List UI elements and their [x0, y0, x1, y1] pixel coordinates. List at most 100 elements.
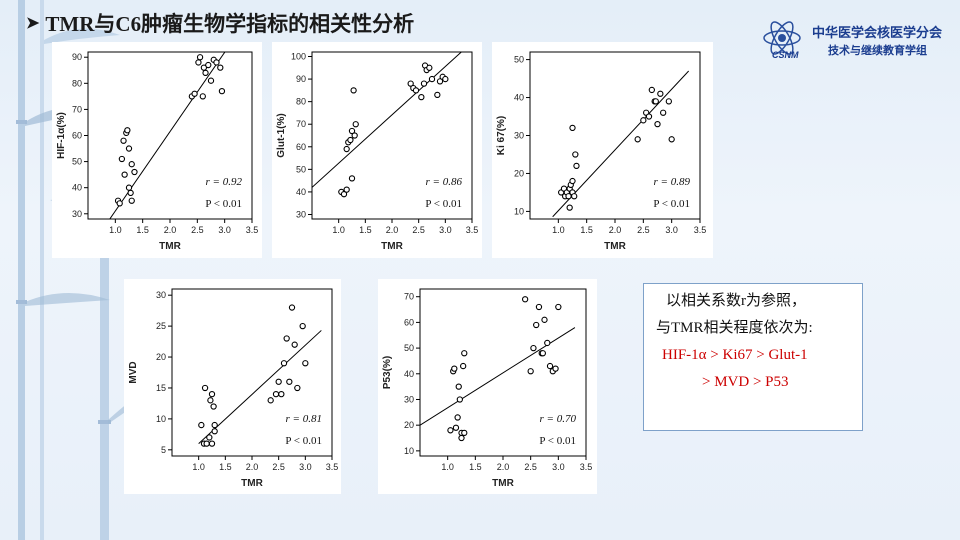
data-point: [426, 64, 433, 71]
p-value-label: P < 0.01: [205, 198, 242, 210]
data-point: [447, 427, 454, 434]
x-tick-label: 3.5: [580, 462, 593, 472]
x-tick-label: 3.5: [694, 225, 707, 235]
y-tick-label: 40: [72, 183, 82, 193]
y-tick-label: 70: [296, 119, 306, 129]
note-line-2: 与TMR相关程度依次为:: [656, 320, 813, 336]
data-point: [521, 296, 529, 303]
data-point: [291, 341, 298, 348]
data-point: [121, 171, 128, 178]
slide-title: ➤ TMR与C6肿瘤生物学指标的相关性分析: [26, 8, 414, 38]
data-point: [460, 362, 467, 370]
data-point: [544, 339, 551, 347]
data-point: [420, 80, 428, 87]
data-point: [348, 127, 356, 135]
x-tick-label: 3.5: [246, 225, 259, 235]
x-tick-label: 2.5: [191, 225, 204, 235]
data-point: [571, 193, 578, 200]
regression-line: [312, 52, 462, 188]
data-point: [218, 87, 226, 95]
data-point: [668, 136, 675, 143]
y-axis-label: Ki 67(%): [496, 116, 507, 155]
data-point: [124, 127, 131, 134]
y-tick-label: 90: [72, 52, 82, 62]
p-value-label: P < 0.01: [539, 435, 576, 447]
chart-mvd-svg: 1.0 1.5 2.0 2.5 3.0 3.5 5 10 15 20 25 30 TMR MVD r = 0…: [128, 288, 339, 489]
x-tick-label: 2.0: [386, 225, 399, 235]
data-point: [125, 184, 133, 191]
data-point: [198, 421, 205, 429]
data-point: [654, 120, 661, 128]
y-tick-label: 60: [72, 131, 82, 141]
chart-p53: 1.0 1.5 2.0 2.5 3.0 3.5 10 20 30 40 50 60 70 TMR P53(%…: [378, 279, 597, 494]
x-axis-label: TMR: [159, 241, 181, 252]
data-point: [657, 90, 664, 97]
data-point: [196, 54, 204, 61]
y-tick-label: 30: [296, 209, 306, 219]
x-tick-label: 1.0: [192, 462, 205, 472]
data-point: [131, 168, 138, 176]
plot-frame: [311, 51, 473, 220]
data-point: [302, 360, 309, 367]
data-point: [272, 390, 280, 398]
data-point: [573, 162, 580, 170]
chart-hif-svg: 1.0 1.5 2.0 2.5 3.0 3.5 30 40 50 60 70 80 90 TMR HIF-1…: [56, 51, 259, 252]
data-point: [569, 177, 576, 185]
data-point: [267, 397, 274, 404]
x-tick-label: 2.0: [609, 225, 622, 235]
plot-frame: [529, 51, 701, 220]
plot-frame: [171, 288, 333, 457]
data-point: [418, 93, 425, 101]
y-tick-label: 70: [404, 292, 414, 302]
x-tick-label: 3.5: [326, 462, 339, 472]
x-tick-label: 1.0: [552, 225, 565, 235]
data-point: [535, 303, 543, 311]
y-tick-label: 90: [296, 74, 306, 84]
data-point: [343, 186, 350, 193]
x-tick-label: 1.5: [359, 225, 372, 235]
data-point: [461, 429, 468, 437]
p-value-label: P < 0.01: [285, 435, 322, 447]
p-value-label: P < 0.01: [653, 198, 690, 210]
data-point: [211, 428, 218, 435]
data-point: [118, 155, 126, 163]
atom-icon: [763, 21, 801, 55]
x-tick-label: 1.0: [441, 462, 454, 472]
x-tick-label: 1.5: [469, 462, 482, 472]
data-point: [120, 137, 127, 144]
data-point: [352, 121, 359, 128]
logo-dept-name: 技术与继续教育学组: [828, 45, 927, 57]
data-point: [288, 304, 296, 311]
x-tick-label: 2.0: [164, 225, 177, 235]
note-line-1: 以相关系数r为参照，: [666, 293, 806, 309]
data-point: [428, 75, 436, 83]
data-point: [539, 350, 546, 357]
data-point: [541, 316, 548, 323]
data-point: [199, 93, 206, 100]
y-tick-label: 60: [404, 317, 414, 327]
data-point: [348, 175, 356, 182]
data-point: [347, 136, 354, 144]
slide-title-text: TMR与C6肿瘤生物学指标的相关性分析: [45, 12, 415, 36]
y-axis-label: Glut-1(%): [276, 113, 287, 157]
data-point: [351, 132, 358, 139]
data-point: [569, 124, 576, 132]
y-tick-label: 20: [156, 352, 166, 362]
y-tick-label: 60: [296, 142, 306, 152]
x-tick-label: 3.0: [439, 225, 452, 235]
y-tick-label: 40: [514, 93, 524, 103]
data-point: [552, 365, 559, 372]
data-point: [530, 344, 537, 352]
x-axis-label: TMR: [604, 241, 626, 252]
y-tick-label: 40: [296, 187, 306, 197]
data-point: [208, 440, 216, 447]
data-point: [340, 191, 348, 198]
data-point: [280, 360, 288, 367]
y-tick-label: 5: [161, 445, 166, 455]
data-point: [458, 434, 465, 442]
y-tick-label: 70: [72, 104, 82, 114]
data-point: [555, 303, 562, 311]
p-value-label: P < 0.01: [425, 198, 462, 210]
data-point: [648, 86, 655, 94]
regression-line: [420, 327, 576, 426]
